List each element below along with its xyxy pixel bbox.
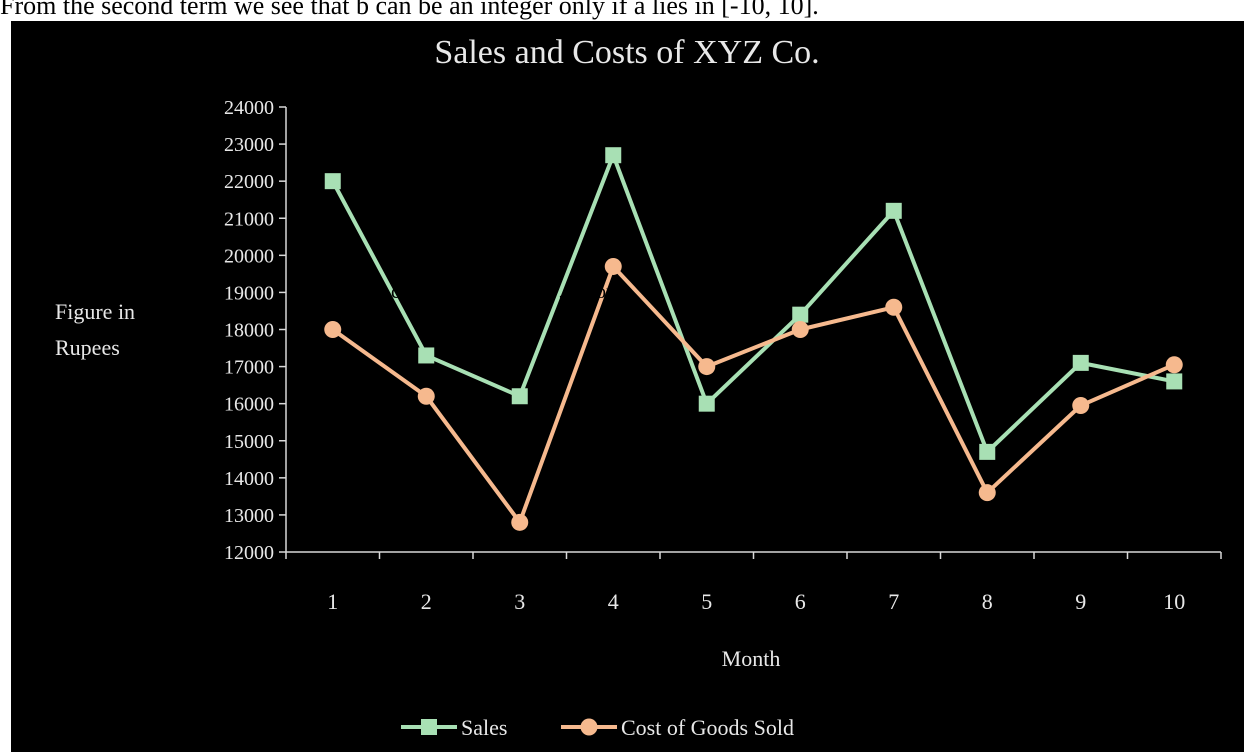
top-text-line: From the second term we see that b can b…	[0, 0, 819, 20]
data-point	[1165, 356, 1183, 374]
legend-item: Sales	[401, 715, 507, 740]
x-tick-label: 4	[608, 589, 619, 614]
y-tick-label: 15000	[224, 431, 274, 453]
data-point	[511, 388, 528, 405]
x-tick-label: 3	[514, 589, 525, 614]
chart-area: Sales and Costs of XYZ Co. Figure in Rupe…	[11, 21, 1244, 752]
data-point	[324, 321, 342, 338]
x-axis-label: Month	[722, 646, 781, 671]
line-chart: Sales and Costs of XYZ Co. Figure in Rupe…	[55, 34, 1222, 740]
data-point	[604, 257, 622, 275]
y-axis-label: Figure in Rupees	[55, 299, 135, 360]
axes: 12000 13000 14000 15000 16000 17000 18000 19000…	[224, 97, 1222, 614]
data-point	[417, 387, 435, 405]
data-point	[978, 484, 996, 502]
series-sales	[324, 147, 1183, 460]
data-point	[979, 443, 996, 460]
chart-title: Sales and Costs of XYZ Co.	[434, 34, 819, 71]
y-tick-label: 13000	[224, 505, 274, 527]
data-point	[792, 306, 809, 323]
series-cost-of-goods-sold	[324, 257, 1183, 531]
legend-label: Sales	[461, 715, 507, 740]
y-tick-label: 14000	[224, 468, 274, 490]
series-line	[331, 264, 1176, 525]
x-tick-label: 6	[795, 589, 806, 614]
legend-item: Cost of Goods Sold	[561, 715, 794, 740]
y-tick-label: 22000	[224, 171, 274, 193]
series-layer	[324, 147, 1183, 531]
y-tick-label: 24000	[224, 97, 274, 119]
x-tick-label: 1	[327, 589, 338, 614]
legend-label: Cost of Goods Sold	[621, 715, 794, 740]
legend: Sales Cost of Goods Sold	[401, 715, 794, 740]
overlay-text: c… …f the u… …p… …or	[391, 281, 613, 303]
series-line	[330, 153, 1175, 454]
legend-marker	[580, 718, 598, 736]
data-point	[511, 513, 529, 531]
x-tick-label: 7	[888, 589, 899, 614]
data-point	[791, 321, 809, 338]
x-tick-label: 2	[421, 589, 432, 614]
y-tick-label: 12000	[224, 542, 274, 564]
legend-marker	[421, 719, 437, 735]
data-point	[1072, 397, 1090, 415]
x-tick-label: 9	[1075, 589, 1086, 614]
data-point	[885, 298, 903, 316]
y-tick-label: 16000	[224, 394, 274, 416]
data-point	[605, 147, 622, 164]
data-point	[698, 358, 716, 376]
data-point	[1072, 354, 1089, 371]
y-tick-label: 21000	[224, 208, 274, 230]
data-point	[418, 347, 435, 364]
x-tick-label: 10	[1163, 589, 1185, 614]
y-tick-label: 19000	[224, 282, 274, 304]
data-point	[885, 202, 902, 219]
data-point	[324, 173, 341, 190]
x-tick-label: 8	[982, 589, 993, 614]
y-tick-label: 18000	[224, 320, 274, 342]
x-tick-label: 5	[701, 589, 712, 614]
y-tick-label: 17000	[224, 357, 274, 379]
y-tick-label: 20000	[224, 245, 274, 267]
y-tick-label: 23000	[224, 134, 274, 156]
data-point	[698, 395, 715, 412]
data-point	[1166, 373, 1183, 390]
